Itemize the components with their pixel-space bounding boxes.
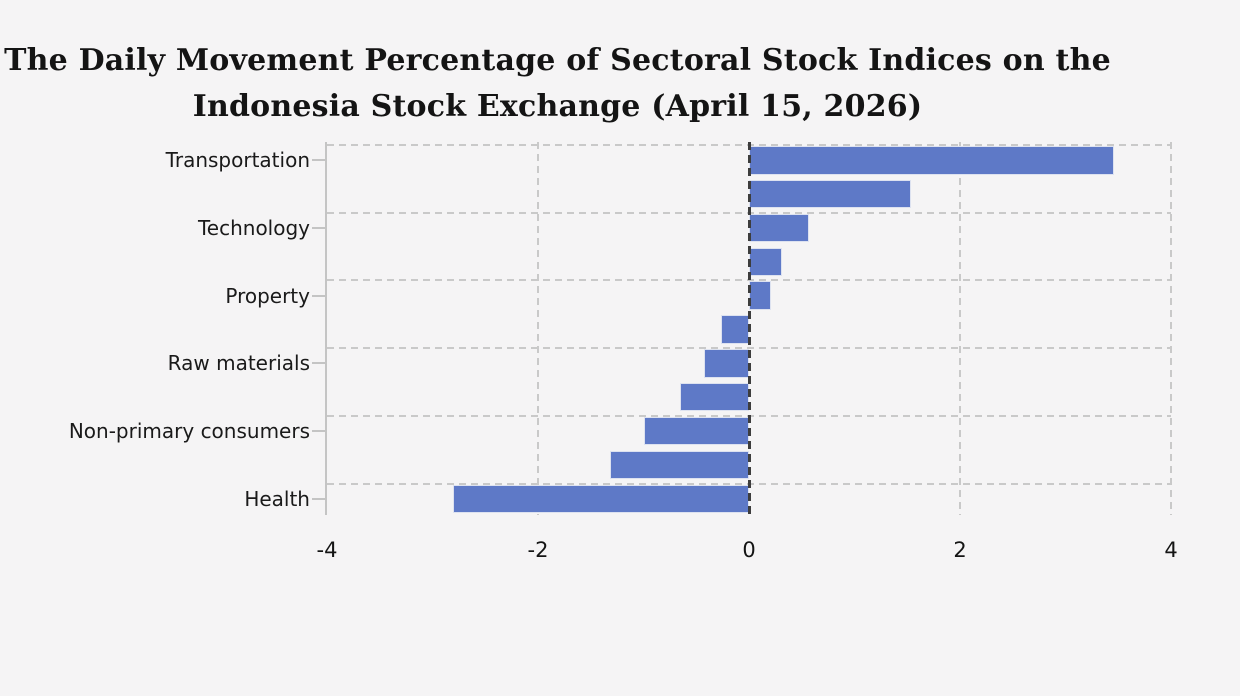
y-axis-tick xyxy=(312,362,325,365)
x-axis-tick-label: -4 xyxy=(316,538,338,562)
y-axis-tick xyxy=(312,226,325,229)
y-axis-label: Technology xyxy=(197,215,310,240)
y-axis-label: Property xyxy=(225,283,310,308)
y-axis-label: Health xyxy=(244,486,310,511)
bar xyxy=(749,247,782,277)
chart-title-line-2: Indonesia Stock Exchange (April 15, 2026… xyxy=(192,89,923,124)
bar xyxy=(749,146,1115,175)
bar xyxy=(749,179,912,209)
chart-title: The Daily Movement Percentage of Sectora… xyxy=(0,38,1115,130)
y-axis-tick xyxy=(312,159,325,162)
vertical-gridline xyxy=(1170,142,1172,515)
plot-area: Transportation Technology Property Raw mate… xyxy=(69,142,1178,562)
x-axis-tick-label: 0 xyxy=(742,538,756,562)
vertical-gridline xyxy=(537,142,539,515)
bar xyxy=(643,416,749,446)
bar xyxy=(749,281,772,310)
y-axis-label: Transportation xyxy=(165,148,310,173)
vertical-gridline xyxy=(959,142,961,515)
bar xyxy=(703,349,749,378)
bar xyxy=(609,450,749,480)
y-axis-tick xyxy=(312,497,325,500)
y-axis-label: Non-primary consumers xyxy=(68,419,310,444)
bar xyxy=(680,382,749,412)
y-axis-tick xyxy=(312,430,325,433)
x-axis-tick-label: -2 xyxy=(527,538,549,562)
zero-line xyxy=(747,142,751,515)
bar xyxy=(749,213,810,243)
bar xyxy=(720,315,749,344)
bar xyxy=(452,484,749,513)
y-axis-label: Raw materials xyxy=(167,351,310,376)
y-axis-tick xyxy=(312,294,325,297)
x-axis-tick-label: 4 xyxy=(1164,538,1178,562)
chart-title-line-1: The Daily Movement Percentage of Sectora… xyxy=(4,43,1111,78)
x-axis-tick-label: 2 xyxy=(953,538,967,562)
